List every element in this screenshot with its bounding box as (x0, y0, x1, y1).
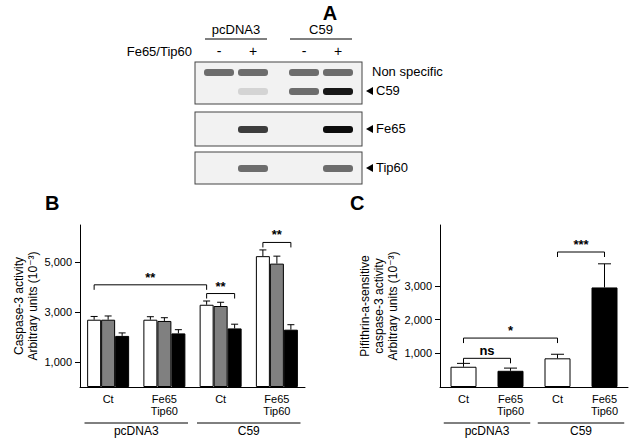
svg-text:B: B (45, 192, 59, 214)
svg-text:caspase-3 activity: caspase-3 activity (372, 258, 386, 353)
svg-text:Non specific: Non specific (372, 64, 443, 79)
svg-text:C: C (350, 192, 364, 214)
svg-text:3,000: 3,000 (44, 306, 72, 318)
svg-text:+: + (334, 43, 342, 59)
svg-text:C59: C59 (570, 424, 592, 438)
svg-text:2,000: 2,000 (404, 314, 432, 326)
svg-text:Tip60: Tip60 (376, 160, 408, 175)
svg-text:Ct: Ct (458, 393, 469, 405)
svg-text:pcDNA3: pcDNA3 (114, 424, 159, 438)
svg-text:Arbitrary units (10⁻³): Arbitrary units (10⁻³) (26, 251, 40, 360)
svg-text:Ct: Ct (103, 393, 114, 405)
svg-text:**: ** (272, 227, 283, 242)
svg-text:5,000: 5,000 (44, 256, 72, 268)
svg-text:Fe65: Fe65 (376, 121, 406, 136)
svg-text:Arbitrary units (10⁻³): Arbitrary units (10⁻³) (386, 251, 400, 360)
svg-text:Fe65: Fe65 (498, 393, 523, 405)
svg-text:***: *** (573, 237, 589, 252)
svg-text:*: * (508, 323, 514, 338)
svg-text:A: A (323, 2, 337, 24)
svg-text:Fe65: Fe65 (264, 393, 289, 405)
svg-text:**: ** (145, 270, 156, 285)
svg-text:-: - (217, 43, 222, 59)
svg-text:Fe65: Fe65 (592, 393, 617, 405)
svg-text:Ct: Ct (552, 393, 563, 405)
svg-text:C59: C59 (376, 83, 400, 98)
svg-text:Tip60: Tip60 (591, 405, 618, 417)
svg-text:+: + (249, 43, 257, 59)
svg-text:Caspase-3 activity: Caspase-3 activity (12, 257, 26, 355)
svg-text:C59: C59 (309, 22, 333, 37)
svg-text:Ct: Ct (215, 393, 226, 405)
svg-text:Tip60: Tip60 (263, 405, 290, 417)
svg-text:Fe65/Tip60: Fe65/Tip60 (127, 44, 192, 59)
svg-text:3,000: 3,000 (404, 280, 432, 292)
svg-text:Fe65: Fe65 (152, 393, 177, 405)
svg-text:pcDNA3: pcDNA3 (465, 424, 510, 438)
svg-text:**: ** (216, 279, 227, 294)
svg-text:pcDNA3: pcDNA3 (212, 22, 260, 37)
svg-text:C59: C59 (238, 424, 260, 438)
svg-text:-: - (302, 43, 307, 59)
svg-text:ns: ns (479, 343, 494, 358)
svg-text:Pifithrin-a-sensitive: Pifithrin-a-sensitive (358, 255, 372, 357)
svg-text:1,000: 1,000 (44, 356, 72, 368)
svg-text:Tip60: Tip60 (497, 405, 524, 417)
svg-text:Tip60: Tip60 (151, 405, 178, 417)
svg-text:1,000: 1,000 (404, 347, 432, 359)
